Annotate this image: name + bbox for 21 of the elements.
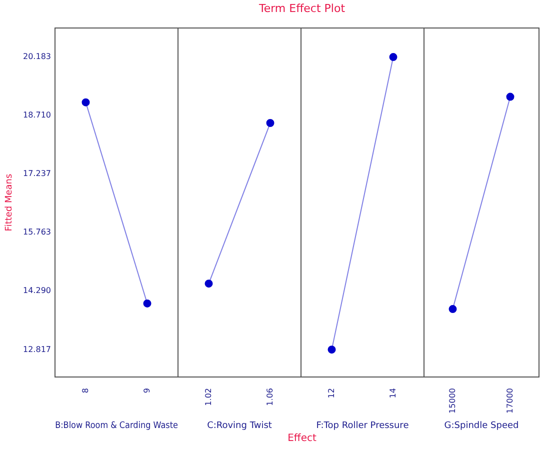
y-tick-label: 18.710: [23, 110, 51, 120]
x-axis-title: G:Spindle Speed: [444, 420, 519, 431]
y-tick-label: 20.183: [23, 52, 51, 61]
x-tick-label: 15000: [448, 388, 457, 414]
y-tick-label: 14.290: [23, 286, 51, 296]
y-tick-label: 17.237: [23, 169, 51, 178]
y-axis-title: Fitted Means: [4, 173, 15, 232]
y-tick-label: 12.817: [23, 344, 51, 354]
x-axis-title: F:Top Roller Pressure: [316, 420, 410, 431]
x-axis-title: C:Roving Twist: [207, 420, 272, 431]
text: Effect: [288, 433, 316, 444]
x-tick-label: 1.02: [204, 388, 213, 406]
x-tick-label: 8: [80, 388, 90, 394]
x-tick-label: 12: [326, 388, 336, 398]
y-tick-label: 15.763: [23, 228, 51, 237]
x-tick-label: 17000: [505, 388, 514, 414]
x-tick-label: 9: [142, 388, 152, 394]
x-tick-label: 1.06: [265, 388, 274, 406]
x-axis-title: B:Blow Room & Carding Waste: [55, 420, 178, 432]
x-tick-label: 14: [388, 388, 398, 398]
text: Term Effect Plot: [258, 2, 346, 15]
